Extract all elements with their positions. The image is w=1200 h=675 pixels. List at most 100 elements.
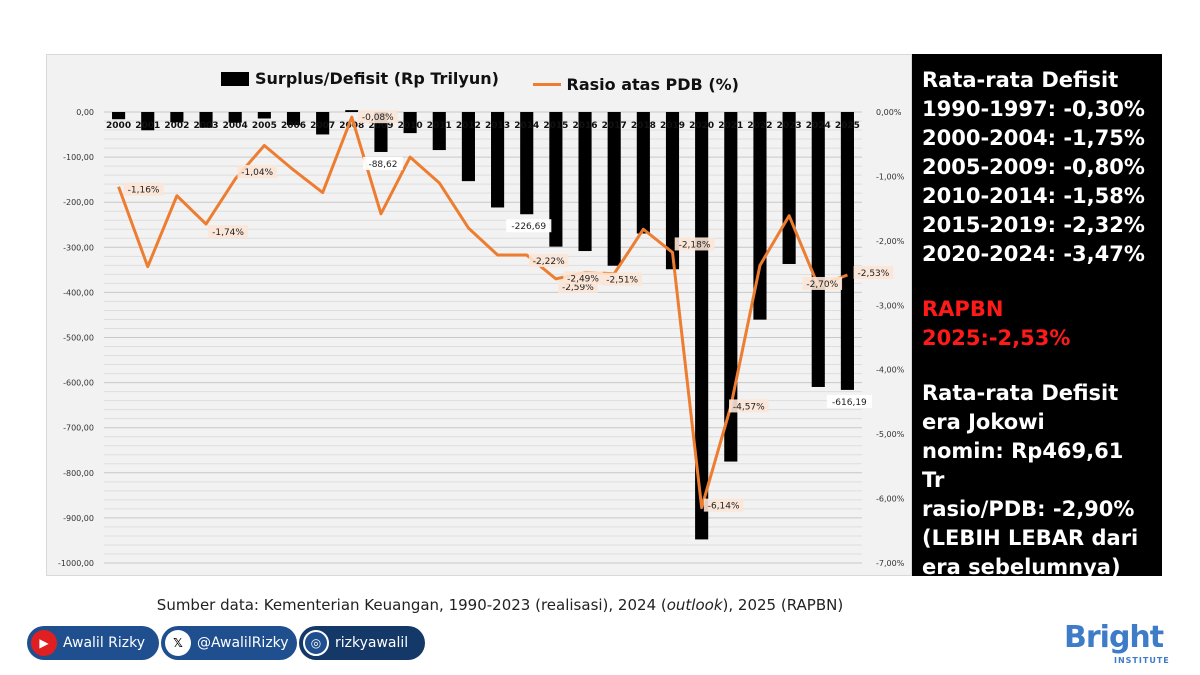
x-axis-tick-label: 2025	[835, 121, 860, 131]
bar	[432, 112, 446, 151]
rapbn-2025-note: RAPBN 2025:-2,53%	[922, 297, 1071, 350]
youtube-pill[interactable]: ▶ Awalil Rizky	[27, 626, 159, 660]
average-row: 2005-2009: -0,80%	[922, 155, 1145, 179]
bar	[461, 112, 475, 182]
youtube-handle: Awalil Rizky	[63, 635, 146, 651]
bar	[199, 112, 213, 128]
right-axis-tick-label: -4,00%	[876, 366, 905, 375]
x-axis-tick-label: 2019	[660, 121, 685, 131]
average-row: 2015-2019: -2,32%	[922, 213, 1145, 237]
bar-data-label: -616,19	[832, 398, 867, 408]
x-axis-tick-label: 2007	[310, 121, 335, 131]
right-axis-tick-label: -3,00%	[876, 301, 905, 310]
bar	[286, 112, 301, 126]
left-axis-tick-label: -800,00	[63, 469, 94, 478]
right-axis-tick-label: 0,00%	[876, 108, 902, 117]
instagram-pill[interactable]: ◎ rizkyawalil	[299, 626, 425, 660]
bar-data-label-bg	[506, 219, 552, 233]
x-axis-tick-label: 2000	[106, 121, 131, 131]
ratio-line	[117, 115, 848, 510]
line-data-label: -2,18%	[679, 240, 711, 250]
left-axis-tick-label: -500,00	[63, 334, 94, 343]
bar	[665, 112, 680, 270]
average-row: 2000-2004: -1,75%	[922, 126, 1145, 150]
chart-legend: Surplus/Defisit (Rp Trilyun) Rasio atas …	[47, 69, 913, 94]
x-axis-tick-label: 2001	[135, 121, 160, 131]
bar	[141, 112, 155, 131]
x-axis-tick-label: 2015	[543, 121, 568, 131]
average-row: 2020-2024: -3,47%	[922, 242, 1145, 266]
bar	[228, 112, 242, 123]
x-axis-tick-label: 2020	[689, 121, 714, 131]
right-axis-tick-label: -5,00%	[876, 430, 905, 439]
line-data-label: -2,59%	[562, 283, 594, 293]
jokowi-line: Rata-rata Defisit	[922, 381, 1119, 405]
line-data-label-bg	[674, 237, 715, 251]
x-axis-tick-label: 2011	[427, 121, 452, 131]
right-axis-tick-label: -6,00%	[876, 495, 905, 504]
bar	[170, 112, 184, 123]
bar-data-label: -226,69	[511, 222, 546, 232]
bar-data-label: -88,62	[368, 160, 397, 170]
x-axis-tick-label: 2014	[514, 121, 539, 131]
left-axis-tick-label: -900,00	[63, 514, 94, 523]
left-axis-tick-label: -200,00	[63, 198, 94, 207]
line-data-label-bg	[563, 271, 603, 285]
bar	[840, 112, 854, 390]
bar	[607, 112, 621, 266]
bar	[403, 112, 417, 134]
bar	[636, 112, 650, 234]
combo-chart: 0,00 -100,00 -200,00 -300,00 -400,00 -500,00 -…	[58, 108, 905, 568]
left-axis-tick-label: -700,00	[63, 424, 94, 433]
jokowi-line: era Jokowi	[922, 410, 1045, 434]
line-data-label-bg	[703, 498, 744, 512]
legend-item-line: Rasio atas PDB (%)	[532, 75, 739, 94]
x-axis-tick-label: 2016	[573, 121, 598, 131]
average-row: 1990-1997: -0,30%	[922, 97, 1145, 121]
bar	[695, 112, 709, 540]
x-axis-tick-label: 2008	[339, 121, 364, 131]
left-axis-tick-label: -100,00	[63, 153, 94, 162]
instagram-icon: ◎	[303, 630, 329, 656]
panel-heading: Rata-rata Defisit	[922, 68, 1119, 92]
x-axis-tick-label: 2022	[747, 121, 772, 131]
x-axis-tick-label: 2005	[252, 121, 277, 131]
source-italic: outlook	[666, 596, 723, 614]
bar-data-label-bg	[826, 394, 873, 408]
youtube-icon: ▶	[31, 630, 57, 656]
line-data-label: -6,14%	[708, 502, 740, 512]
bar	[753, 112, 767, 320]
x-axis-tick-label: 2006	[281, 121, 306, 131]
bar	[345, 110, 359, 112]
bar	[578, 112, 592, 252]
x-axis-tick-label: 2009	[368, 121, 393, 131]
line-data-label: -1,16%	[128, 186, 160, 196]
jokowi-line: (LEBIH LEBAR dari	[922, 526, 1139, 550]
chart-area: 0,00 -100,00 -200,00 -300,00 -400,00 -500,00 -…	[46, 54, 912, 576]
right-axis-tick-label: -2,00%	[876, 237, 905, 246]
x-axis-tick-label: 2023	[777, 121, 802, 131]
brand-subtitle: INSTITUTE	[1114, 656, 1170, 665]
brand-name: Bright	[1064, 620, 1164, 655]
line-data-label: -2,22%	[533, 257, 565, 267]
bar	[316, 112, 330, 135]
left-axis-tick-label: 0,00	[76, 108, 94, 117]
line-data-label-bg	[528, 254, 569, 268]
line-data-label-bg	[802, 276, 843, 290]
jokowi-line: nomin: Rp469,61 Tr	[922, 439, 1124, 492]
jokowi-line: era sebelumnya)	[922, 555, 1121, 579]
average-row: 2010-2014: -1,58%	[922, 184, 1145, 208]
bar	[724, 112, 738, 462]
line-data-label-bg	[602, 272, 642, 286]
line-data-label: -2,53%	[858, 269, 890, 279]
x-axis-tick-label: 2012	[456, 121, 481, 131]
line-data-label: -1,04%	[241, 168, 273, 178]
line-data-label-bg	[729, 399, 769, 413]
bar	[112, 112, 126, 120]
left-axis-tick-label: -400,00	[63, 288, 94, 297]
x-axis-tick-label: 2003	[194, 121, 219, 131]
x-axis-tick-label: 2021	[718, 121, 743, 131]
legend-line-swatch	[532, 82, 561, 86]
x-pill[interactable]: 𝕏 @AwalilRizky	[161, 626, 297, 660]
average-deficit-panel: Rata-rata Defisit 1990-1997: -0,30% 2000…	[912, 54, 1162, 579]
